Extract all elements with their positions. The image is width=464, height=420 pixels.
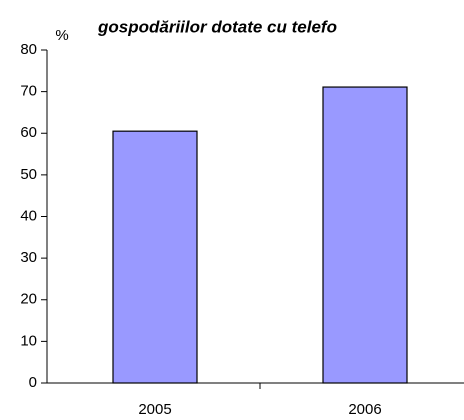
- chart-title: gospodăriilor dotate cu telefo: [97, 17, 337, 36]
- y-tick-label: 10: [20, 332, 37, 349]
- y-tick-label: 30: [20, 249, 37, 266]
- y-tick-label: 80: [20, 41, 37, 58]
- y-tick-label: 20: [20, 291, 37, 308]
- y-tick-label: 0: [29, 374, 37, 391]
- x-tick-label: 2005: [138, 401, 171, 418]
- bar: [112, 130, 198, 384]
- y-tick-label: 40: [20, 207, 37, 224]
- y-axis-label: %: [55, 27, 68, 44]
- y-tick-label: 50: [20, 166, 37, 183]
- y-tick-label: 70: [20, 83, 37, 100]
- x-tick-label: 2006: [348, 401, 381, 418]
- y-tick-label: 60: [20, 124, 37, 141]
- bar: [322, 86, 408, 384]
